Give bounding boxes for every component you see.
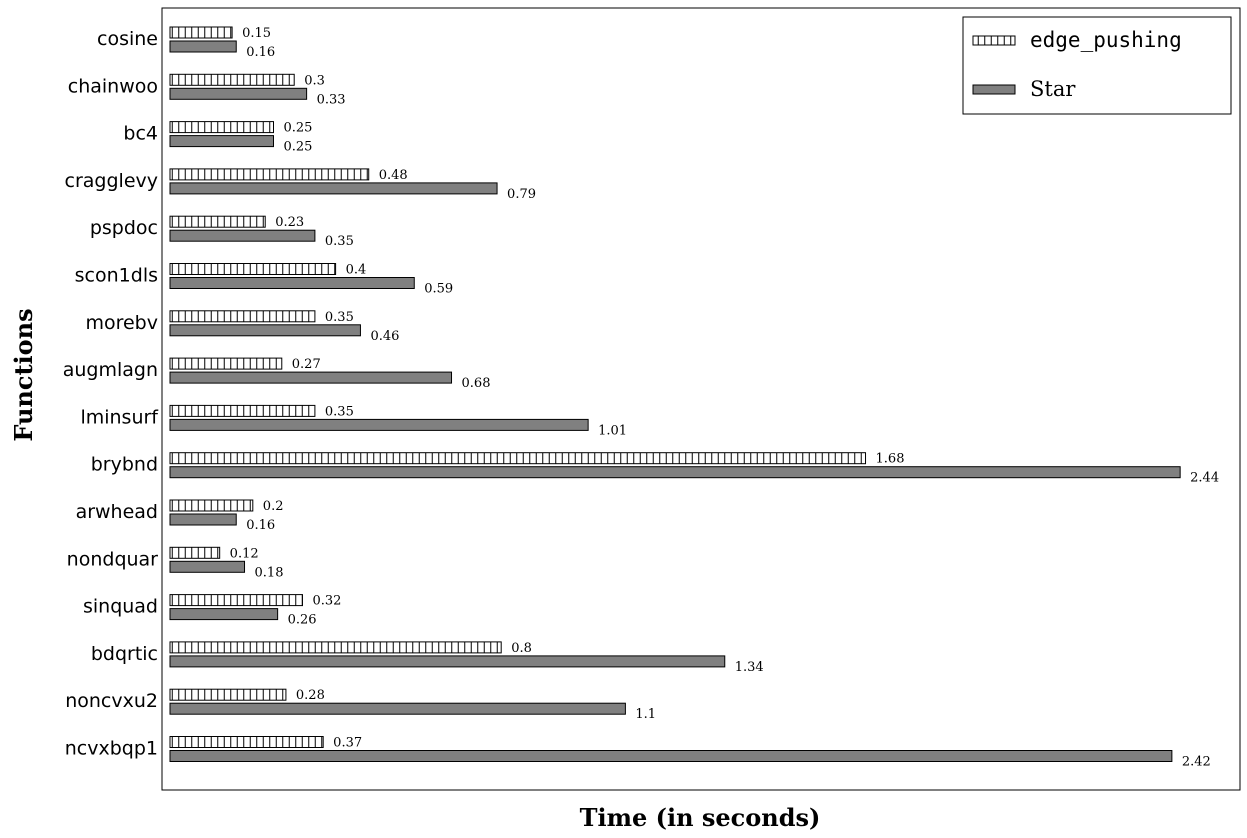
bar-star-arwhead: [169, 513, 237, 526]
value-label-star-chainwoo: 0.33: [317, 92, 346, 107]
bar-edge-pushing-brybnd: [169, 452, 867, 465]
value-label-star-pspdoc: 0.35: [325, 234, 354, 249]
bar-star-brybnd: [169, 466, 1181, 479]
category-labels: cosine chainwoo bc4 cragglevy pspdoc scon1dls…: [63, 28, 160, 760]
value-label-star-cragglevy: 0.79: [507, 187, 536, 202]
category-label-scon1dls: scon1dls: [75, 265, 158, 287]
bar-edge-pushing-cragglevy: [169, 168, 370, 181]
bar-star-cragglevy: [169, 182, 498, 195]
bar-star-lminsurf: [169, 418, 589, 431]
plot-frame: [161, 7, 1241, 791]
category-label-brybnd: brybnd: [91, 454, 158, 476]
bar-edge-pushing-lminsurf: [169, 404, 316, 417]
value-label-star-augmlagn: 0.68: [462, 376, 491, 391]
bar-star-noncvxu2: [169, 702, 626, 715]
bar-edge-pushing-morebv: [169, 310, 316, 323]
legend-swatch-edge-pushing: [972, 35, 1016, 46]
value-label-star-noncvxu2: 1.1: [635, 707, 656, 722]
bar-edge-pushing-nondquar: [169, 546, 221, 559]
legend: edge_pushing Star: [962, 16, 1232, 115]
category-label-bdqrtic: bdqrtic: [91, 643, 158, 665]
value-label-star-morebv: 0.46: [370, 329, 399, 344]
y-axis-title: Functions: [9, 308, 38, 441]
category-label-augmlagn: augmlagn: [63, 359, 158, 381]
value-label-star-arwhead: 0.16: [246, 518, 275, 533]
value-label-edge-pushing-pspdoc: 0.23: [275, 215, 304, 230]
category-label-cragglevy: cragglevy: [65, 170, 158, 192]
category-label-noncvxu2: noncvxu2: [65, 690, 158, 712]
bar-star-bdqrtic: [169, 655, 726, 668]
value-label-star-sinquad: 0.26: [288, 613, 317, 628]
bar-edge-pushing-scon1dls: [169, 263, 337, 275]
value-label-star-scon1dls: 0.59: [424, 282, 453, 297]
value-label-edge-pushing-bc4: 0.25: [284, 121, 313, 136]
bar-edge-pushing-augmlagn: [169, 357, 283, 370]
value-label-edge-pushing-sinquad: 0.32: [312, 594, 341, 609]
bar-star-nondquar: [169, 560, 246, 573]
bar-star-cosine: [169, 40, 237, 53]
value-label-edge-pushing-brybnd: 1.68: [876, 452, 905, 467]
value-label-edge-pushing-chainwoo: 0.3: [304, 73, 325, 88]
value-label-star-bc4: 0.25: [284, 140, 313, 155]
bar-star-ncvxbqp1: [169, 750, 1173, 762]
bar-edge-pushing-bdqrtic: [169, 641, 502, 654]
bar-edge-pushing-pspdoc: [169, 215, 266, 228]
value-label-edge-pushing-cragglevy: 0.48: [379, 168, 408, 183]
category-label-ncvxbqp1: ncvxbqp1: [65, 738, 158, 760]
legend-swatch-star: [972, 84, 1016, 95]
bar-star-chainwoo: [169, 87, 308, 100]
bar-star-augmlagn: [169, 371, 453, 384]
category-label-arwhead: arwhead: [76, 501, 158, 523]
bar-star-scon1dls: [169, 277, 415, 289]
value-label-star-nondquar: 0.18: [255, 565, 284, 580]
value-label-star-cosine: 0.16: [246, 45, 275, 60]
bar-edge-pushing-noncvxu2: [169, 688, 287, 701]
value-label-edge-pushing-noncvxu2: 0.28: [296, 688, 325, 703]
bar-star-sinquad: [169, 608, 279, 621]
bar-edge-pushing-arwhead: [169, 499, 254, 512]
value-label-edge-pushing-augmlagn: 0.27: [292, 357, 321, 372]
bar-star-pspdoc: [169, 229, 316, 242]
bar-star-bc4: [169, 135, 274, 148]
bar-edge-pushing-cosine: [169, 26, 233, 39]
value-label-edge-pushing-lminsurf: 0.35: [325, 404, 354, 419]
value-label-edge-pushing-scon1dls: 0.4: [346, 263, 367, 278]
value-label-edge-pushing-morebv: 0.35: [325, 310, 354, 325]
category-label-bc4: bc4: [123, 123, 158, 145]
value-label-edge-pushing-arwhead: 0.2: [263, 499, 284, 514]
category-label-cosine: cosine: [97, 28, 158, 50]
value-label-star-brybnd: 2.44: [1190, 471, 1219, 486]
value-label-edge-pushing-bdqrtic: 0.8: [511, 641, 532, 656]
bar-edge-pushing-chainwoo: [169, 73, 295, 86]
legend-label-star: Star: [1030, 77, 1076, 101]
value-label-star-bdqrtic: 1.34: [735, 660, 764, 675]
bars-group: 0.15 0.16 0.3 0.33 0.25 0.25 0.48 0.79 0.23 0.35 0…: [169, 26, 1219, 770]
category-label-chainwoo: chainwoo: [68, 75, 158, 97]
bar-edge-pushing-sinquad: [169, 594, 303, 607]
category-label-nondquar: nondquar: [67, 548, 159, 570]
value-label-star-ncvxbqp1: 2.42: [1182, 755, 1211, 770]
legend-box: [962, 16, 1232, 115]
bar-star-morebv: [169, 324, 361, 337]
category-label-sinquad: sinquad: [83, 596, 158, 618]
value-label-edge-pushing-nondquar: 0.12: [230, 546, 259, 561]
x-axis-title: Time (in seconds): [580, 803, 821, 832]
value-label-edge-pushing-ncvxbqp1: 0.37: [333, 736, 362, 751]
category-label-morebv: morebv: [85, 312, 158, 334]
category-label-lminsurf: lminsurf: [80, 406, 159, 428]
bar-edge-pushing-bc4: [169, 121, 274, 134]
value-label-edge-pushing-cosine: 0.15: [242, 26, 271, 41]
value-label-star-lminsurf: 1.01: [598, 423, 627, 438]
bar-edge-pushing-ncvxbqp1: [169, 736, 324, 748]
category-label-pspdoc: pspdoc: [90, 217, 158, 239]
legend-label-edge-pushing: edge_pushing: [1030, 28, 1182, 52]
